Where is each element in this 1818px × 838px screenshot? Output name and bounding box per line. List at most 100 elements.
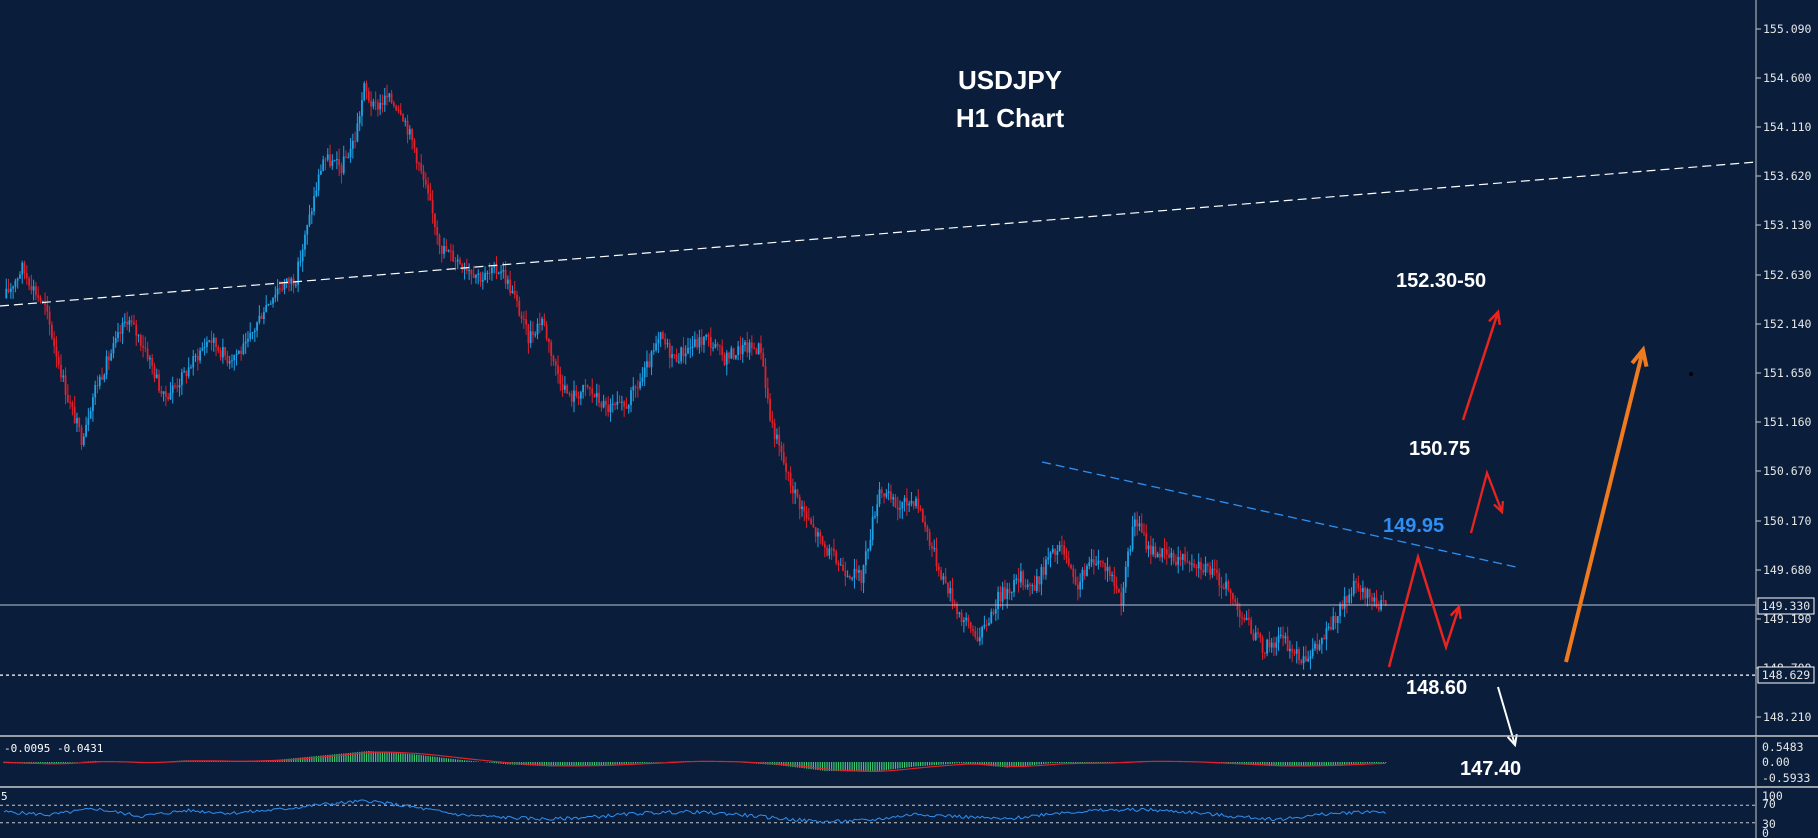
candle-body [1159, 553, 1161, 558]
candle-body [126, 321, 129, 325]
candle-body [386, 95, 388, 98]
candle-body [780, 445, 783, 453]
candle-body [164, 391, 167, 397]
candle-body [518, 300, 521, 316]
candle-body [915, 498, 917, 507]
candle-body [921, 509, 924, 523]
candle-body [828, 548, 831, 556]
candle-body [994, 608, 997, 614]
candle-body [399, 110, 402, 115]
resistance-label: 150.75 [1409, 438, 1470, 460]
candle-body [1364, 587, 1367, 599]
candle-body [527, 324, 530, 344]
candle-body [837, 563, 840, 565]
price-tick-label: 149.680 [1763, 563, 1812, 577]
candle-body [247, 338, 249, 342]
candle-body [618, 401, 621, 403]
candle-body [890, 491, 892, 500]
candle-body [529, 331, 532, 344]
candle-body [753, 347, 756, 350]
candle-body [1051, 548, 1054, 553]
candle-body [860, 570, 863, 583]
current-price-value: 149.330 [1762, 599, 1811, 613]
candle-body [1090, 559, 1093, 563]
candle-body [833, 549, 835, 552]
candle-body [299, 261, 302, 263]
candle-body [625, 406, 628, 409]
candle-body [413, 140, 416, 149]
candle-body [76, 418, 78, 424]
candle-body [910, 501, 913, 504]
rsi-tick-100: 100 [1762, 789, 1783, 803]
candle-body [1088, 562, 1091, 566]
candle-body [1070, 564, 1072, 569]
candle-body [335, 159, 338, 161]
candle-body [333, 160, 336, 162]
candle-body [203, 346, 206, 348]
candle-body [71, 402, 74, 407]
candle-body [787, 471, 790, 473]
candle-body [851, 578, 854, 580]
candle-body [871, 516, 874, 540]
candle-body [1120, 592, 1123, 605]
price-tick-label: 150.670 [1763, 464, 1812, 478]
candle-body [1377, 606, 1380, 610]
candle-body [495, 265, 498, 274]
candle-body [1129, 549, 1132, 552]
candle-body [447, 250, 450, 252]
candle-body [130, 320, 133, 323]
price-tick-label: 153.130 [1763, 218, 1812, 232]
candle-body [985, 624, 988, 626]
candle-body [107, 356, 110, 361]
candle-body [103, 374, 106, 380]
candle-body [176, 385, 179, 388]
candle-body [306, 224, 309, 235]
candle-body [349, 148, 352, 158]
candle-body [338, 159, 341, 166]
candle-body [659, 332, 662, 340]
candle-body [1193, 563, 1196, 567]
candle-body [550, 342, 553, 357]
candle-body [684, 353, 687, 357]
candle-body [794, 489, 797, 494]
candle-body [657, 339, 660, 344]
candle-body [937, 566, 940, 571]
candle-body [297, 261, 300, 285]
candle-body [680, 347, 683, 362]
candle-body [1031, 585, 1034, 587]
price-tick-label: 154.110 [1763, 120, 1812, 134]
candle-body [805, 511, 808, 519]
candle-body [598, 392, 600, 403]
candle-body [185, 371, 188, 377]
candle-body [962, 620, 965, 623]
candle-body [41, 301, 44, 303]
candle-body [582, 385, 585, 393]
candle-body [1184, 553, 1186, 562]
candle-body [32, 286, 35, 291]
candle-body [1175, 561, 1177, 565]
candle-body [429, 193, 432, 201]
candle-body [563, 385, 566, 390]
candle-body [1254, 632, 1257, 640]
candle-body [117, 332, 119, 339]
candle-body [281, 289, 284, 291]
candle-body [721, 346, 724, 355]
candle-body [652, 350, 655, 352]
candle-body [525, 319, 528, 325]
candle-body [244, 341, 247, 344]
candle-body [953, 602, 956, 605]
candle-body [112, 343, 115, 354]
candle-body [1152, 546, 1155, 555]
candle-body [1266, 639, 1269, 654]
candle-body [62, 375, 65, 378]
candle-body [201, 347, 204, 351]
candle-body [342, 156, 345, 174]
candle-body [1061, 545, 1063, 547]
candle-body [575, 390, 578, 397]
candle-body [249, 332, 252, 339]
candle-body [1229, 590, 1232, 594]
candle-body [431, 200, 434, 214]
candle-body [949, 588, 952, 594]
candle-body [486, 272, 489, 274]
candle-body [149, 357, 151, 360]
